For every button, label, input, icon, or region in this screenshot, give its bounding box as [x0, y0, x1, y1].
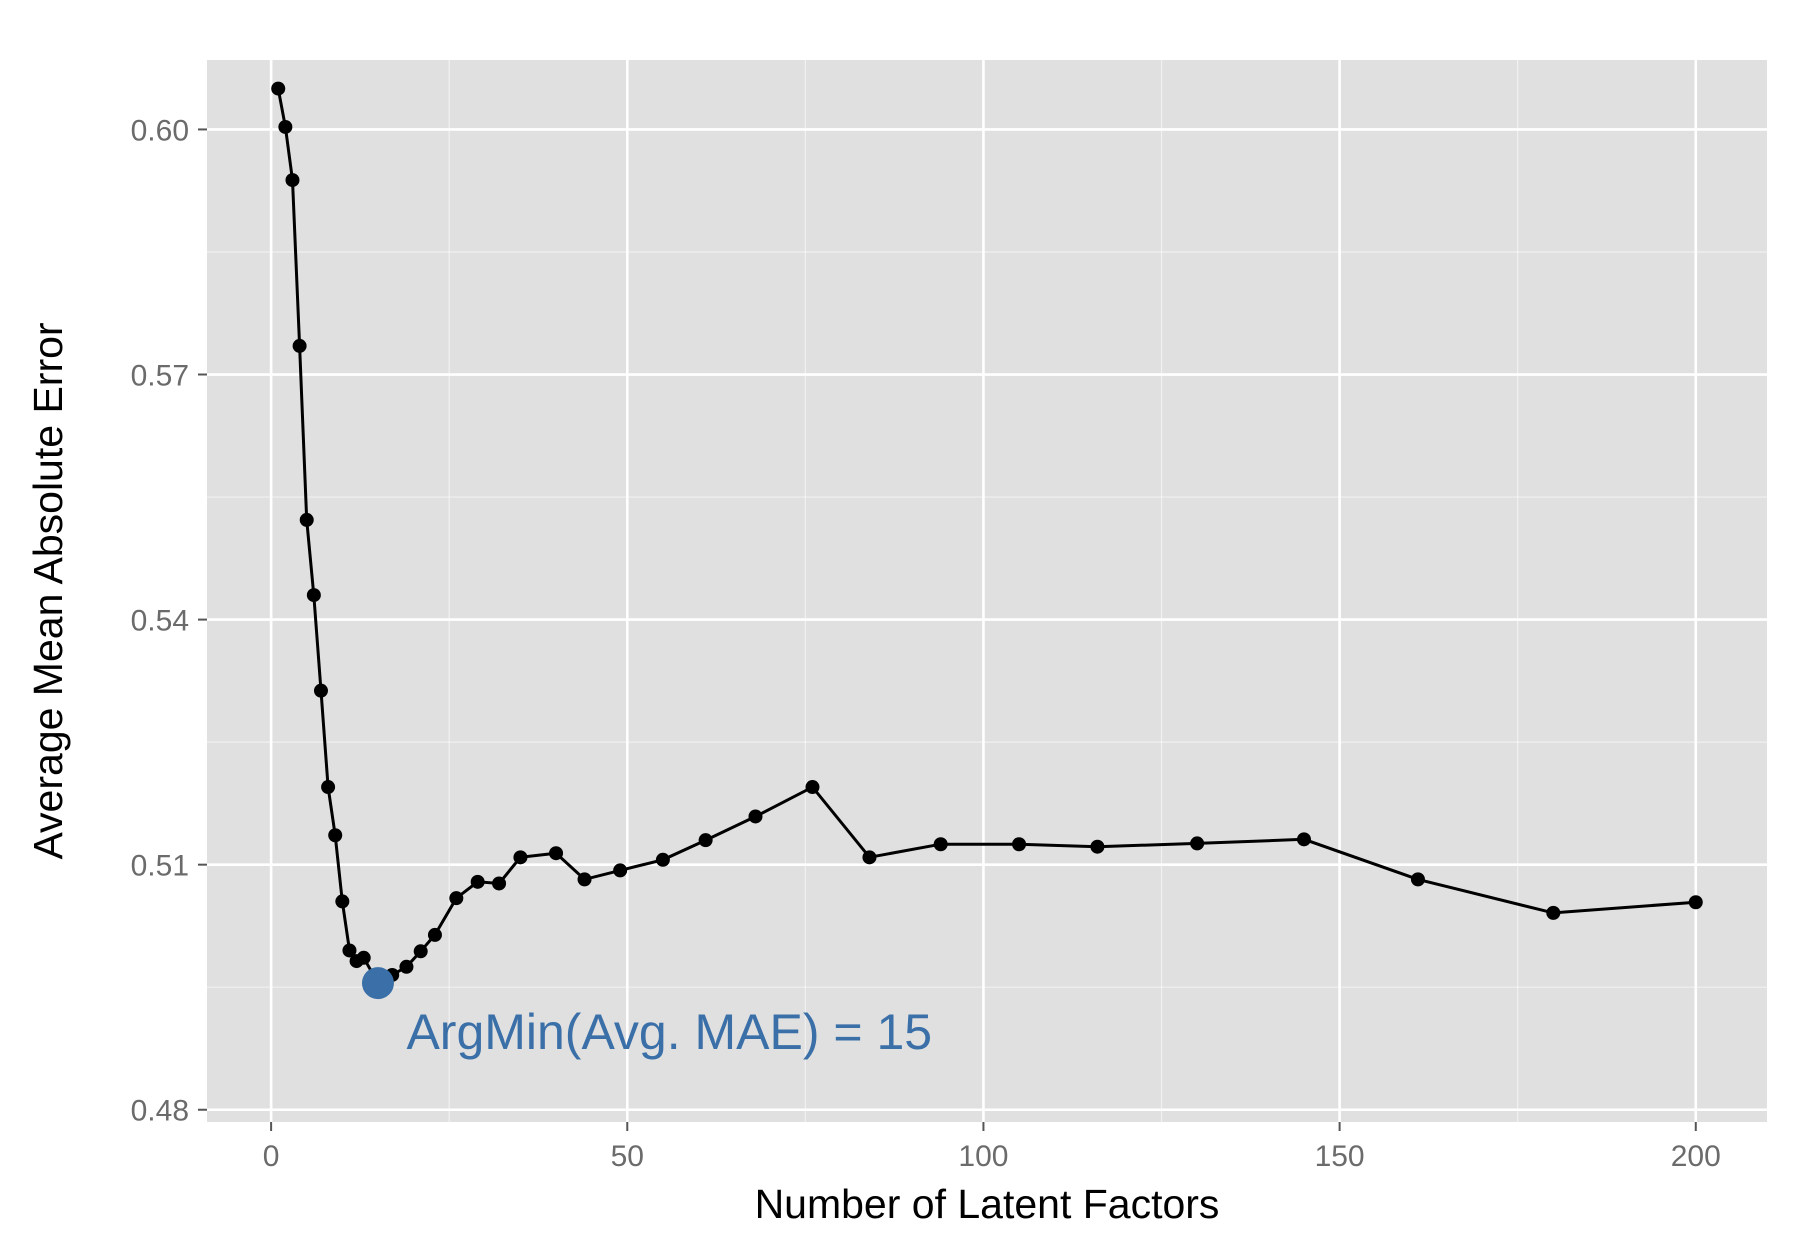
data-point [862, 850, 877, 865]
data-points [271, 81, 1703, 991]
y-tick-label: 0.60 [131, 114, 189, 147]
data-point [356, 950, 371, 965]
data-point [1688, 895, 1703, 910]
data-point [427, 927, 442, 942]
data-point [278, 119, 293, 134]
x-tick-label: 100 [958, 1140, 1008, 1173]
data-point [933, 837, 948, 852]
series-line [276, 88, 1696, 986]
data-point [1190, 836, 1205, 851]
data-point [470, 874, 485, 889]
y-tick-label: 0.54 [131, 605, 189, 638]
data-point [399, 959, 414, 974]
x-tick-labels: 0 50 100 150 200 [263, 1140, 1721, 1173]
data-point [292, 338, 307, 353]
data-point [1296, 832, 1311, 847]
plot-panel [207, 60, 1767, 1122]
data-point [321, 780, 336, 795]
data-point [306, 588, 321, 603]
y-axis-title: Average Mean Absolute Error [25, 322, 71, 859]
x-tick-label: 150 [1315, 1140, 1365, 1173]
data-point [1012, 837, 1027, 852]
argmin-annotation: ArgMin(Avg. MAE) = 15 [406, 1004, 932, 1060]
data-point [328, 828, 343, 843]
data-point [549, 846, 564, 861]
axis-ticks [198, 128, 1697, 1131]
data-point [449, 891, 464, 906]
y-tick-labels: 0.48 0.51 0.54 0.57 0.60 [131, 114, 189, 1127]
data-point [342, 943, 357, 958]
data-point [1410, 872, 1425, 887]
y-tick-label: 0.51 [131, 850, 189, 883]
x-axis-title: Number of Latent Factors [755, 1181, 1220, 1227]
data-point [1546, 905, 1561, 920]
x-tick-label: 0 [263, 1140, 280, 1173]
major-grid [207, 60, 1767, 1122]
data-point [299, 512, 314, 527]
y-tick-label: 0.57 [131, 360, 189, 393]
data-point [313, 683, 328, 698]
y-tick-label: 0.48 [131, 1095, 189, 1128]
data-point [805, 780, 820, 795]
minor-grid [207, 60, 1767, 1122]
x-tick-label: 50 [611, 1140, 644, 1173]
data-point [413, 944, 428, 959]
data-point [577, 872, 592, 887]
x-tick-label: 200 [1671, 1140, 1721, 1173]
data-point [698, 833, 713, 848]
data-point [513, 850, 528, 865]
data-point [1090, 839, 1105, 854]
data-point [271, 81, 286, 96]
data-point [748, 809, 763, 824]
data-point [492, 876, 507, 891]
argmin-highlight-point [361, 967, 394, 1000]
data-point [285, 173, 300, 188]
data-point [613, 863, 628, 878]
data-point [655, 852, 670, 867]
data-point [335, 894, 350, 909]
